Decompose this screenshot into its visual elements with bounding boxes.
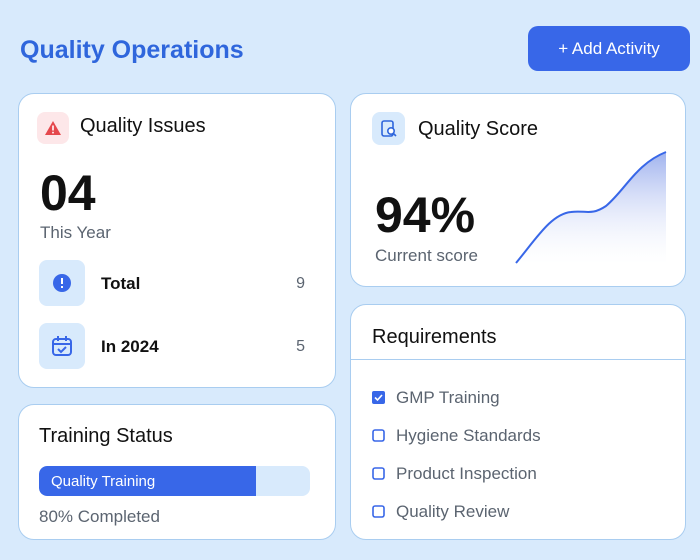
- checkbox[interactable]: [372, 467, 385, 480]
- add-activity-button[interactable]: + Add Activity: [528, 26, 690, 71]
- issues-card: Quality Issues 04 This Year Total 9 In 202…: [18, 93, 336, 388]
- score-trend: [515, 151, 667, 264]
- row-value: 9: [296, 275, 305, 292]
- page-title: Quality Operations: [20, 36, 244, 64]
- divider: [351, 359, 685, 360]
- row-icon: [39, 260, 85, 306]
- requirement-label: GMP Training: [396, 388, 500, 407]
- checkbox[interactable]: [372, 391, 385, 404]
- warning-icon: [37, 112, 69, 144]
- issues-count: 04: [40, 165, 96, 221]
- requirement-label: Product Inspection: [396, 464, 537, 483]
- requirements-title: Requirements: [372, 326, 497, 348]
- requirement-label: Quality Review: [396, 502, 510, 521]
- progress-label: Quality Training: [51, 473, 156, 490]
- training-title: Training Status: [39, 425, 173, 447]
- requirement-label: Hygiene Standards: [396, 426, 541, 445]
- score-title: Quality Score: [418, 118, 539, 140]
- row-label: In 2024: [101, 337, 159, 356]
- progress-text: 80% Completed: [39, 507, 160, 526]
- score-value: 94%: [375, 187, 476, 243]
- score-card: Quality Score 94% Current score: [350, 93, 686, 287]
- issues-period: This Year: [40, 223, 111, 242]
- checkbox[interactable]: [372, 429, 385, 442]
- checkbox[interactable]: [372, 505, 385, 518]
- score-icon: [372, 112, 405, 145]
- score-caption: Current score: [375, 246, 478, 265]
- progress-fill: [39, 466, 256, 496]
- row-label: Total: [101, 274, 141, 293]
- requirements-card: Requirements GMP Training Hygiene Standar…: [350, 304, 686, 540]
- row-icon: [39, 323, 85, 369]
- issues-title: Quality Issues: [80, 115, 206, 137]
- progress-track: Quality Training: [39, 466, 310, 496]
- training-card: Training Status Quality Training 80% Com…: [18, 404, 336, 540]
- row-value: 5: [296, 338, 305, 355]
